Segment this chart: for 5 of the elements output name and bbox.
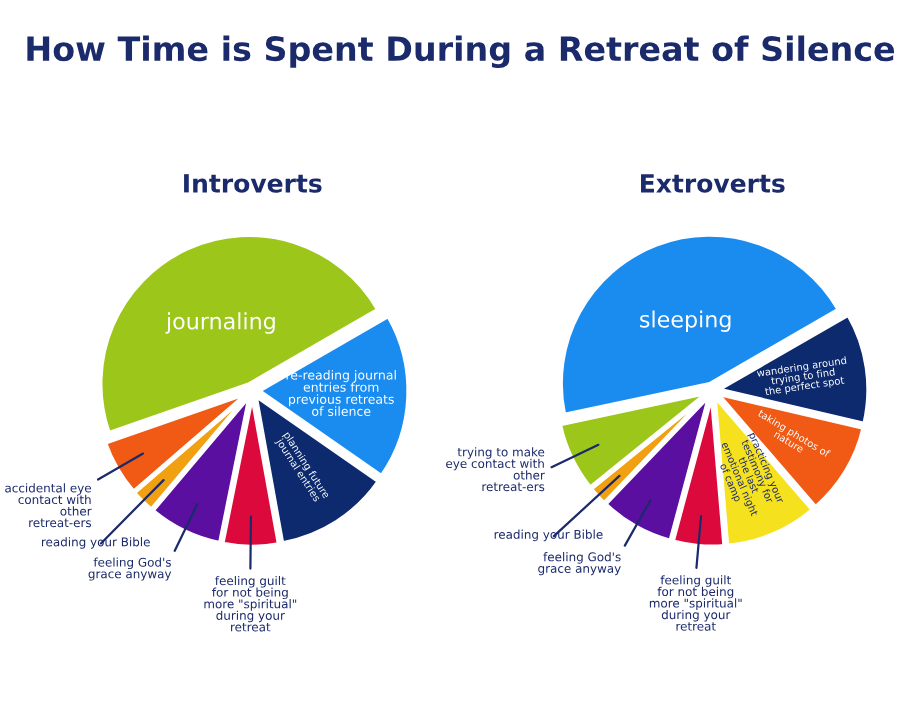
slice-label: journaling (165, 312, 275, 334)
chart-title: How Time is Spent During a Retreat of Silence (27, 35, 895, 69)
chart-subtitle: Extroverts (641, 174, 785, 193)
chart-subtitle: Introverts (184, 174, 322, 193)
slice-label: sleeping (640, 310, 731, 332)
